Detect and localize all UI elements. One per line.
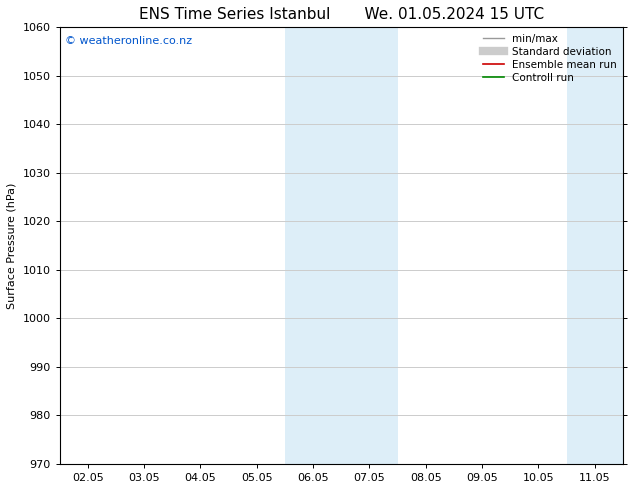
Bar — [567, 27, 631, 464]
Text: © weatheronline.co.nz: © weatheronline.co.nz — [65, 36, 192, 46]
Legend: min/max, Standard deviation, Ensemble mean run, Controll run: min/max, Standard deviation, Ensemble me… — [479, 29, 621, 87]
Title: ENS Time Series Istanbul       We. 01.05.2024 15 UTC: ENS Time Series Istanbul We. 01.05.2024 … — [139, 7, 544, 22]
Bar — [285, 27, 398, 464]
Y-axis label: Surface Pressure (hPa): Surface Pressure (hPa) — [7, 182, 17, 309]
